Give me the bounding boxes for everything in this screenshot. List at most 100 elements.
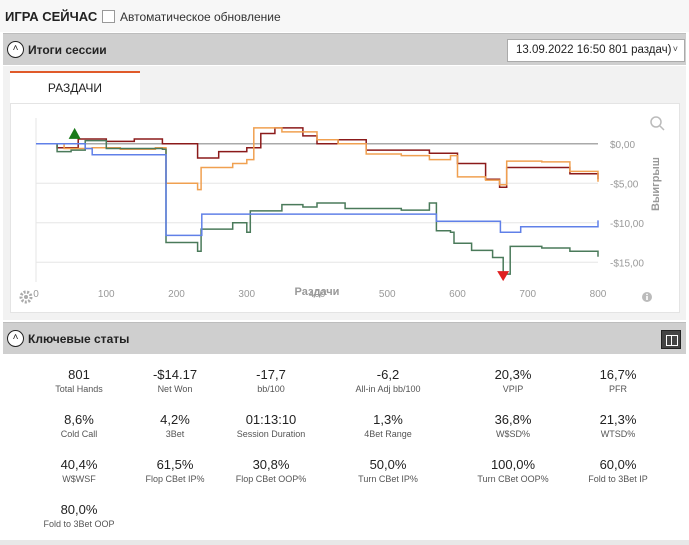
x-tick-label: 300 [238, 289, 255, 300]
x-axis-label: Раздачи [295, 286, 340, 298]
stat-label: Turn CBet OOP% [477, 474, 549, 484]
stat-item: 50,0% Turn CBet IP% [333, 457, 443, 484]
key-stats-bar: ˄ Ключевые статы [3, 322, 686, 354]
stat-item: 16,7% PFR [563, 367, 673, 394]
bottom-divider [0, 540, 689, 545]
top-bar: ИГРА СЕЙЧАС Автоматическое обновление [0, 0, 689, 32]
stat-item: 80,0% Fold to 3Bet OOP [24, 502, 134, 529]
stat-item: 01:13:10 Session Duration [216, 412, 326, 439]
y-tick-label: -$10,00 [610, 219, 644, 230]
series-line-1 [36, 127, 599, 191]
stat-item: 61,5% Flop CBet IP% [120, 457, 230, 484]
chevron-up-icon: ˄ [12, 332, 19, 343]
info-icon[interactable] [642, 292, 652, 302]
stat-item: 4,2% 3Bet [120, 412, 230, 439]
stat-item: 40,4% W$WSF [24, 457, 134, 484]
stat-value: 1,3% [373, 412, 403, 427]
stat-value: 30,8% [252, 457, 290, 472]
x-tick-labels: 0 100 200 300 400 500 600 700 800 [33, 289, 607, 300]
stat-value: 8,6% [64, 412, 94, 427]
stat-label: All-in Adj bb/100 [355, 384, 421, 394]
stat-item: 20,3% VPIP [458, 367, 568, 394]
stat-item: 21,3% WTSD% [563, 412, 673, 439]
stat-label: Total Hands [55, 384, 103, 394]
stat-value: 4,2% [160, 412, 190, 427]
x-tick-label: 400 [309, 289, 326, 300]
stat-label: W$SD% [495, 429, 530, 439]
stat-label: W$WSF [62, 474, 96, 484]
stat-label: Turn CBet IP% [358, 474, 418, 484]
auto-update-checkbox[interactable] [102, 10, 115, 23]
stat-value: 21,3% [599, 412, 637, 427]
stat-item: 100,0% Turn CBet OOP% [458, 457, 568, 484]
stat-value: 100,0% [490, 457, 536, 472]
stat-label: Cold Call [60, 429, 98, 439]
chart-grid [35, 118, 598, 282]
stat-value: 60,0% [599, 457, 637, 472]
stat-value: 16,7% [599, 367, 637, 382]
session-select[interactable]: 13.09.2022 16:50 801 раздач) ˅ [507, 39, 685, 62]
stat-item: -17,7 bb/100 [216, 367, 326, 394]
stat-item: 801 Total Hands [24, 367, 134, 394]
stat-value: 01:13:10 [245, 412, 297, 427]
y-tick-labels: $0,00 -$5,00 -$10,00 -$15,00 [610, 140, 644, 270]
stat-label: Flop CBet IP% [145, 474, 205, 484]
stat-value: -17,7 [256, 367, 286, 382]
collapse-key-stats-button[interactable]: ˄ [7, 330, 24, 347]
x-tick-label: 600 [449, 289, 466, 300]
gear-icon[interactable] [19, 290, 33, 304]
y-tick-label: $0,00 [610, 140, 635, 151]
series-line-3 [36, 143, 599, 237]
stat-value: 801 [68, 367, 90, 382]
series-line-2 [36, 139, 599, 275]
zoom-icon[interactable] [650, 116, 665, 131]
session-summary-title: Итоги сессии [28, 43, 107, 57]
stat-label: Fold to 3Bet IP [588, 474, 648, 484]
chevron-up-icon: ˄ [12, 43, 19, 54]
stat-value: -6,2 [376, 367, 400, 382]
stat-item: -6,2 All-in Adj bb/100 [333, 367, 443, 394]
key-stats-panel: 801 Total Hands -$14.17 Net Won -17,7 bb/100-… [3, 354, 686, 542]
session-select-value: 13.09.2022 16:50 801 раздач) [516, 44, 672, 56]
collapse-session-button[interactable]: ˄ [7, 41, 24, 58]
stat-item: 8,6% Cold Call [24, 412, 134, 439]
stat-item: -$14.17 Net Won [120, 367, 230, 394]
stat-label: Fold to 3Bet OOP [43, 519, 115, 529]
stat-label: Flop CBet OOP% [235, 474, 307, 484]
y-tick-label: -$5,00 [610, 179, 639, 190]
key-stats-title: Ключевые статы [28, 332, 130, 346]
chart-panel: РАЗДАЧИ 0 100 200 300 400 500 600 700 800 $0,00 -… [3, 66, 686, 320]
app-title: ИГРА СЕЙЧАС [5, 9, 98, 24]
y-axis-label: Выигрыш [650, 157, 662, 211]
stat-item: 30,8% Flop CBet OOP% [216, 457, 326, 484]
session-summary-bar: ˄ Итоги сессии 13.09.2022 16:50 801 разд… [3, 33, 686, 65]
stat-label: WTSD% [600, 429, 636, 439]
chart-box: 0 100 200 300 400 500 600 700 800 $0,00 -$5,00 -$1… [10, 103, 680, 313]
max-marker [68, 127, 81, 139]
stat-label: 4Bet Range [364, 429, 412, 439]
stat-label: 3Bet [165, 429, 185, 439]
stat-value: 80,0% [60, 502, 98, 517]
x-tick-label: 800 [590, 289, 607, 300]
x-tick-label: 700 [519, 289, 536, 300]
stat-value: 50,0% [369, 457, 407, 472]
chart-series [36, 127, 599, 275]
stat-item: 60,0% Fold to 3Bet IP [563, 457, 673, 484]
chevron-down-icon: ˅ [672, 44, 678, 54]
tab-hands-label: РАЗДАЧИ [47, 81, 103, 95]
stat-item: 36,8% W$SD% [458, 412, 568, 439]
layout-toggle-button[interactable] [661, 330, 681, 349]
stat-label: Net Won [157, 384, 193, 394]
stat-label: PFR [609, 384, 627, 394]
stat-value: 40,4% [60, 457, 98, 472]
tab-hands[interactable]: РАЗДАЧИ [10, 71, 140, 103]
stat-label: bb/100 [257, 384, 285, 394]
min-marker [497, 271, 510, 282]
x-tick-label: 100 [98, 289, 115, 300]
stat-value: 61,5% [156, 457, 194, 472]
y-tick-label: -$15,00 [610, 258, 644, 269]
x-tick-label: 500 [379, 289, 396, 300]
chart-markers [68, 127, 510, 282]
winnings-chart: 0 100 200 300 400 500 600 700 800 $0,00 -$5,00 -$1… [19, 116, 665, 304]
stat-label: VPIP [502, 384, 524, 394]
